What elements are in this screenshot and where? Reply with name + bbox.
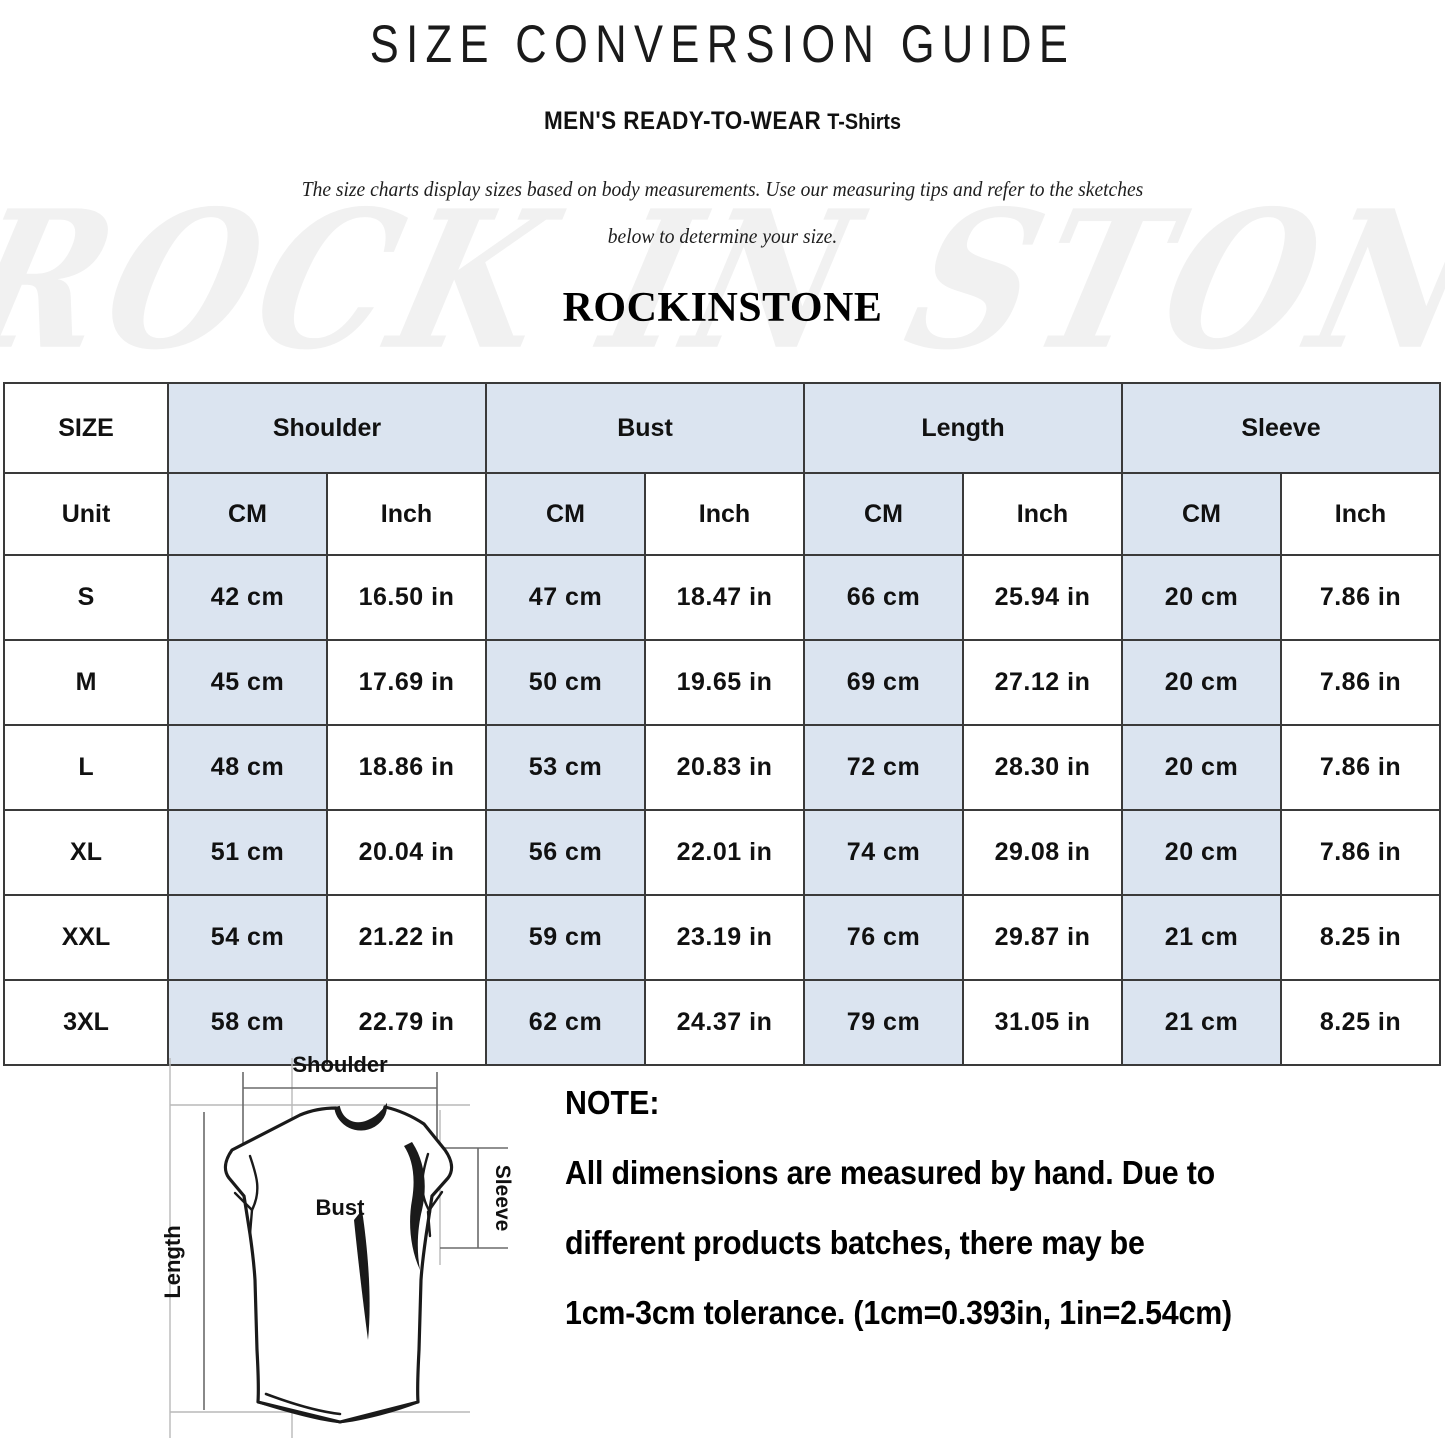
cell-bust-inch: 18.47 in bbox=[644, 554, 805, 641]
header-cell-shoulder: Shoulder bbox=[167, 382, 487, 474]
cell-length-inch: 25.94 in bbox=[962, 554, 1123, 641]
note-line-2: different products batches, there may be bbox=[565, 1224, 1145, 1261]
cell-bust-inch: 20.83 in bbox=[644, 724, 805, 811]
cell-bust-inch: 19.65 in bbox=[644, 639, 805, 726]
cell-length-inch: 27.12 in bbox=[962, 639, 1123, 726]
note-line-3: 1cm-3cm tolerance. (1cm=0.393in, 1in=2.5… bbox=[565, 1294, 1232, 1331]
cell-shoulder-cm: 45 cm bbox=[167, 639, 328, 726]
diagram-label-bust: Bust bbox=[316, 1195, 366, 1220]
cell-sleeve-cm: 20 cm bbox=[1121, 554, 1282, 641]
cell-length-inch: 28.30 in bbox=[962, 724, 1123, 811]
tshirt-measurement-diagram: Shoulder Bust Length Sleeve bbox=[140, 1050, 540, 1445]
header-cell-length-inch: Inch bbox=[962, 472, 1123, 556]
table-row: M 45 cm 17.69 in 50 cm 19.65 in 69 cm 27… bbox=[3, 639, 1441, 726]
cell-length-inch: 29.08 in bbox=[962, 809, 1123, 896]
header-cell-bust-inch: Inch bbox=[644, 472, 805, 556]
cell-size-label: M bbox=[3, 639, 169, 726]
cell-bust-cm: 47 cm bbox=[485, 554, 646, 641]
table-row: XXL 54 cm 21.22 in 59 cm 23.19 in 76 cm … bbox=[3, 894, 1441, 981]
note-title: NOTE: bbox=[565, 1084, 660, 1121]
cell-shoulder-cm: 54 cm bbox=[167, 894, 328, 981]
cell-sleeve-cm: 20 cm bbox=[1121, 809, 1282, 896]
cell-bust-inch: 22.01 in bbox=[644, 809, 805, 896]
cell-sleeve-cm: 20 cm bbox=[1121, 639, 1282, 726]
cell-bust-cm: 56 cm bbox=[485, 809, 646, 896]
cell-bust-inch: 24.37 in bbox=[644, 979, 805, 1066]
header-cell-length-cm: CM bbox=[803, 472, 964, 556]
cell-size-label: S bbox=[3, 554, 169, 641]
cell-length-cm: 72 cm bbox=[803, 724, 964, 811]
header-cell-shoulder-cm: CM bbox=[167, 472, 328, 556]
cell-shoulder-inch: 21.22 in bbox=[326, 894, 487, 981]
cell-bust-cm: 50 cm bbox=[485, 639, 646, 726]
table-row: S 42 cm 16.50 in 47 cm 18.47 in 66 cm 25… bbox=[3, 554, 1441, 641]
table-row: 3XL 58 cm 22.79 in 62 cm 24.37 in 79 cm … bbox=[3, 979, 1441, 1066]
note-block: NOTE: All dimensions are measured by han… bbox=[565, 1084, 1425, 1332]
header-block: SIZE CONVERSION GUIDE MEN'S READY-TO-WEA… bbox=[0, 0, 1445, 332]
header-cell-unit: Unit bbox=[3, 472, 169, 556]
cell-shoulder-cm: 42 cm bbox=[167, 554, 328, 641]
cell-length-inch: 29.87 in bbox=[962, 894, 1123, 981]
subtitle-product-type: T-Shirts bbox=[827, 109, 902, 134]
header-cell-bust-cm: CM bbox=[485, 472, 646, 556]
diagram-label-length: Length bbox=[160, 1225, 185, 1298]
cell-length-cm: 66 cm bbox=[803, 554, 964, 641]
header-cell-sleeve-cm: CM bbox=[1121, 472, 1282, 556]
brand-name: ROCKINSTONE bbox=[562, 285, 883, 331]
header-cell-size: SIZE bbox=[3, 382, 169, 474]
cell-size-label: XL bbox=[3, 809, 169, 896]
bottom-section: Shoulder Bust Length Sleeve NOTE: All di… bbox=[0, 1042, 1445, 1445]
cell-shoulder-cm: 51 cm bbox=[167, 809, 328, 896]
cell-length-cm: 76 cm bbox=[803, 894, 964, 981]
cell-bust-cm: 59 cm bbox=[485, 894, 646, 981]
size-conversion-table: SIZE Shoulder Bust Length Sleeve Unit CM… bbox=[3, 382, 1441, 1066]
cell-length-cm: 74 cm bbox=[803, 809, 964, 896]
diagram-label-sleeve: Sleeve bbox=[491, 1165, 514, 1232]
header-cell-bust: Bust bbox=[485, 382, 805, 474]
cell-shoulder-cm: 58 cm bbox=[167, 979, 328, 1066]
cell-shoulder-cm: 48 cm bbox=[167, 724, 328, 811]
cell-sleeve-inch: 8.25 in bbox=[1280, 894, 1441, 981]
table-group-header-row: SIZE Shoulder Bust Length Sleeve bbox=[3, 382, 1441, 474]
header-cell-shoulder-inch: Inch bbox=[326, 472, 487, 556]
cell-bust-cm: 62 cm bbox=[485, 979, 646, 1066]
cell-shoulder-inch: 22.79 in bbox=[326, 979, 487, 1066]
page-title: SIZE CONVERSION GUIDE bbox=[369, 15, 1076, 74]
cell-length-cm: 69 cm bbox=[803, 639, 964, 726]
cell-sleeve-inch: 7.86 in bbox=[1280, 724, 1441, 811]
cell-size-label: XXL bbox=[3, 894, 169, 981]
description-text: The size charts display sizes based on b… bbox=[51, 166, 1395, 260]
cell-size-label: L bbox=[3, 724, 169, 811]
cell-shoulder-inch: 17.69 in bbox=[326, 639, 487, 726]
subtitle-main: MEN'S READY-TO-WEAR bbox=[543, 107, 822, 135]
header-cell-sleeve-inch: Inch bbox=[1280, 472, 1441, 556]
table-unit-header-row: Unit CM Inch CM Inch CM Inch CM Inch bbox=[3, 472, 1441, 556]
cell-sleeve-inch: 7.86 in bbox=[1280, 554, 1441, 641]
page-subtitle: MEN'S READY-TO-WEAR T-Shirts bbox=[72, 107, 1373, 136]
cell-sleeve-cm: 21 cm bbox=[1121, 894, 1282, 981]
cell-bust-inch: 23.19 in bbox=[644, 894, 805, 981]
cell-bust-cm: 53 cm bbox=[485, 724, 646, 811]
header-cell-length: Length bbox=[803, 382, 1123, 474]
description-line-1: The size charts display sizes based on b… bbox=[301, 177, 1144, 201]
cell-shoulder-inch: 16.50 in bbox=[326, 554, 487, 641]
cell-shoulder-inch: 18.86 in bbox=[326, 724, 487, 811]
table-row: L 48 cm 18.86 in 53 cm 20.83 in 72 cm 28… bbox=[3, 724, 1441, 811]
cell-sleeve-inch: 7.86 in bbox=[1280, 639, 1441, 726]
cell-length-cm: 79 cm bbox=[803, 979, 964, 1066]
diagram-label-shoulder: Shoulder bbox=[292, 1052, 388, 1077]
description-line-2: below to determine your size. bbox=[607, 224, 838, 248]
cell-sleeve-cm: 21 cm bbox=[1121, 979, 1282, 1066]
cell-shoulder-inch: 20.04 in bbox=[326, 809, 487, 896]
cell-length-inch: 31.05 in bbox=[962, 979, 1123, 1066]
cell-size-label: 3XL bbox=[3, 979, 169, 1066]
note-line-1: All dimensions are measured by hand. Due… bbox=[565, 1154, 1216, 1191]
header-cell-sleeve: Sleeve bbox=[1121, 382, 1441, 474]
cell-sleeve-inch: 8.25 in bbox=[1280, 979, 1441, 1066]
cell-sleeve-cm: 20 cm bbox=[1121, 724, 1282, 811]
table-row: XL 51 cm 20.04 in 56 cm 22.01 in 74 cm 2… bbox=[3, 809, 1441, 896]
cell-sleeve-inch: 7.86 in bbox=[1280, 809, 1441, 896]
